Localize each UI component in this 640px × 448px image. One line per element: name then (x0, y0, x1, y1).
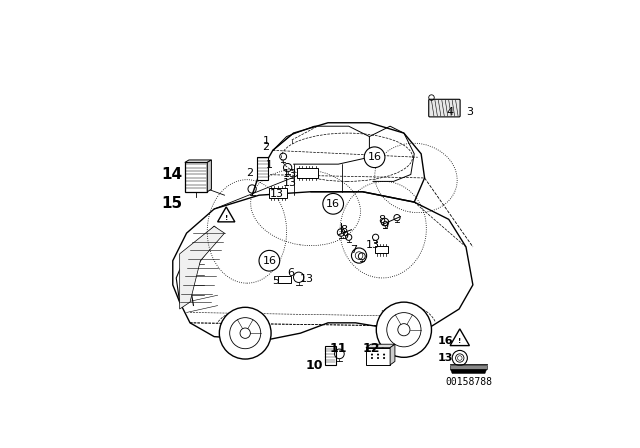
Polygon shape (366, 344, 395, 348)
Polygon shape (366, 348, 390, 365)
Text: 00158788: 00158788 (445, 377, 492, 387)
Text: 16: 16 (367, 152, 381, 162)
Text: 4: 4 (447, 107, 454, 117)
Polygon shape (390, 344, 395, 365)
FancyBboxPatch shape (429, 99, 460, 117)
Text: 5: 5 (272, 276, 279, 286)
Circle shape (371, 357, 373, 359)
FancyBboxPatch shape (185, 163, 207, 192)
Text: 14: 14 (161, 167, 182, 182)
FancyBboxPatch shape (257, 157, 268, 180)
FancyBboxPatch shape (297, 168, 317, 178)
Text: 13: 13 (366, 240, 380, 250)
Text: 1: 1 (262, 136, 269, 146)
Text: 9: 9 (341, 231, 348, 241)
Text: 7: 7 (349, 245, 356, 255)
FancyBboxPatch shape (269, 188, 287, 198)
FancyBboxPatch shape (278, 276, 291, 283)
Text: 16: 16 (326, 199, 340, 209)
Text: 13: 13 (300, 274, 314, 284)
Circle shape (364, 147, 385, 168)
Text: 2: 2 (262, 142, 269, 152)
Polygon shape (185, 160, 211, 163)
Text: 2: 2 (246, 168, 253, 178)
Text: 13: 13 (282, 178, 296, 188)
Text: 3: 3 (466, 107, 473, 117)
Circle shape (452, 350, 467, 366)
Circle shape (371, 353, 373, 356)
Text: 15: 15 (161, 196, 182, 211)
Circle shape (377, 357, 379, 359)
FancyBboxPatch shape (375, 246, 388, 254)
Circle shape (383, 357, 385, 359)
Polygon shape (450, 329, 469, 345)
Text: 16: 16 (438, 336, 453, 346)
Text: 12: 12 (362, 342, 380, 355)
Text: 13: 13 (282, 169, 296, 180)
Text: 9: 9 (381, 220, 388, 231)
Circle shape (259, 250, 280, 271)
Text: 13: 13 (270, 189, 284, 199)
Polygon shape (218, 207, 235, 222)
Text: 8: 8 (378, 215, 385, 225)
Circle shape (377, 353, 379, 356)
Circle shape (376, 302, 431, 358)
Text: 8: 8 (340, 225, 348, 235)
Text: 13: 13 (438, 353, 453, 363)
Polygon shape (451, 370, 486, 374)
FancyBboxPatch shape (324, 346, 336, 365)
Circle shape (383, 353, 385, 356)
Circle shape (323, 194, 344, 214)
Text: 16: 16 (262, 256, 276, 266)
Text: 10: 10 (305, 359, 323, 372)
Text: !: ! (458, 338, 461, 344)
Text: !: ! (225, 215, 228, 220)
Polygon shape (180, 226, 225, 309)
Text: 11: 11 (330, 342, 347, 355)
Text: 6: 6 (287, 268, 294, 278)
Polygon shape (207, 160, 211, 192)
FancyBboxPatch shape (451, 365, 486, 370)
Circle shape (220, 307, 271, 359)
Text: 1: 1 (266, 160, 273, 170)
